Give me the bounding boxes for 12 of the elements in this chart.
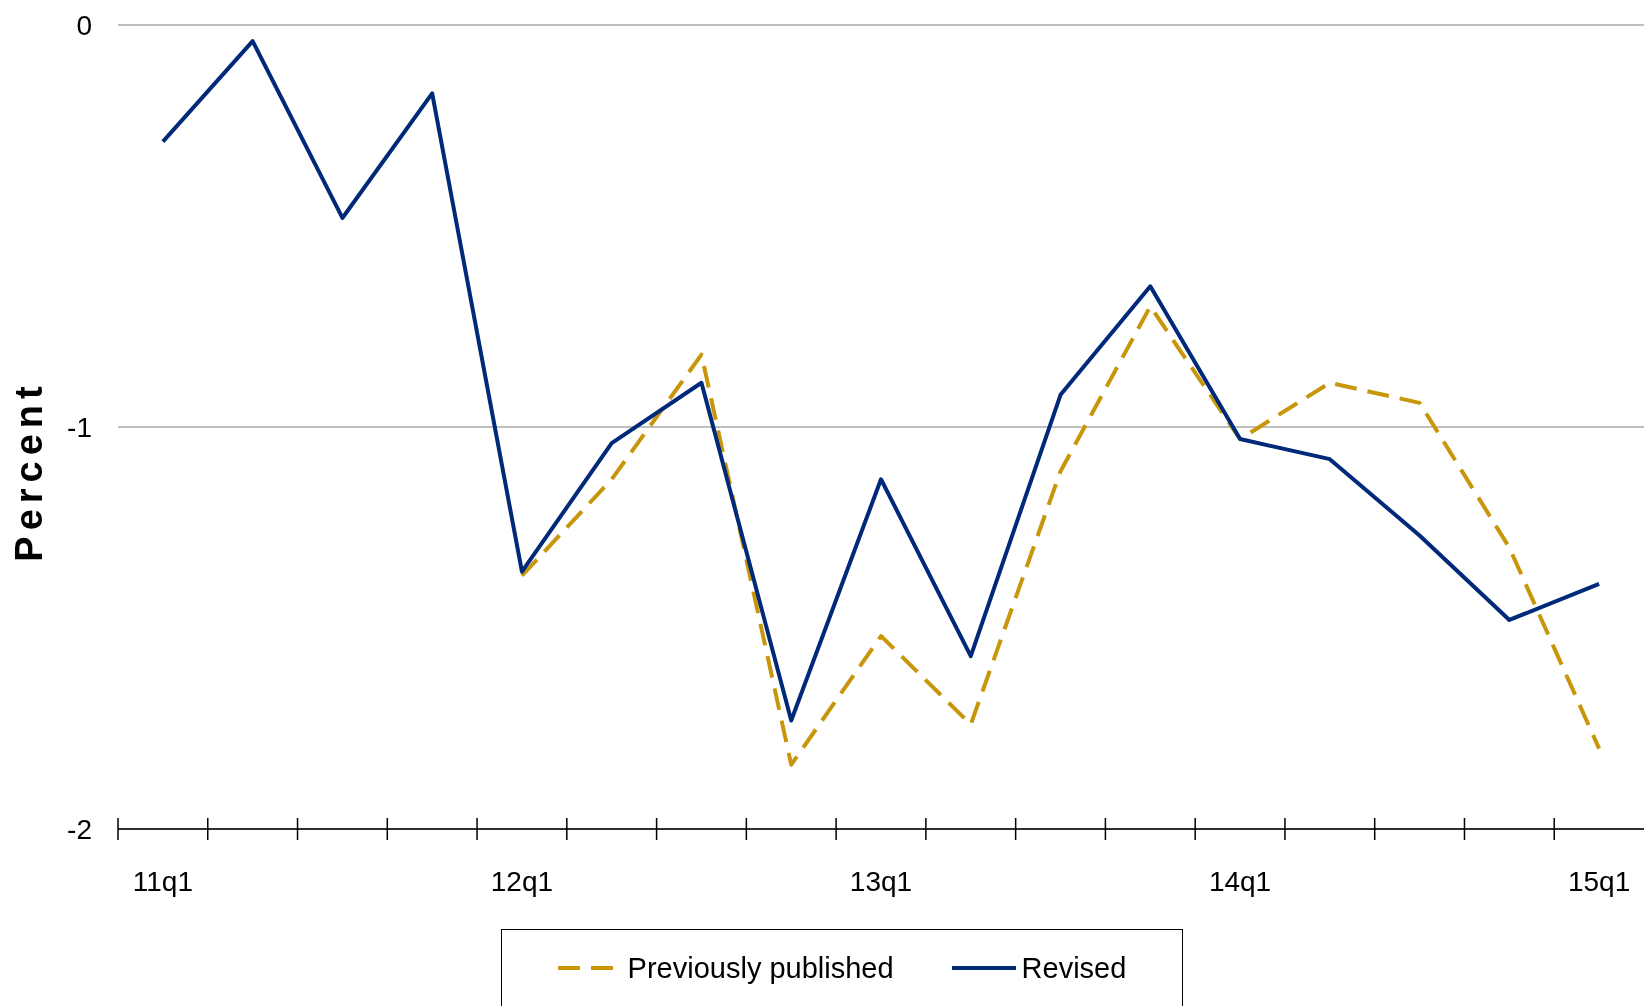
x-tick-label: 12q1 (490, 865, 554, 897)
x-tick-label: 15q1 (1567, 865, 1631, 897)
x-tick-label: 13q1 (849, 865, 913, 897)
y-tick-label: -2 (67, 813, 92, 845)
y-axis-title: Percent (8, 380, 50, 562)
line-series (160, 39, 1602, 723)
y-tick-label: 0 (76, 9, 92, 41)
x-tick-label: 14q1 (1208, 865, 1272, 897)
legend-label: Previously published (627, 951, 894, 985)
y-tick-label: -1 (67, 411, 92, 443)
legend-label: Revised (1021, 951, 1127, 985)
x-tick-label: 11q1 (132, 865, 193, 897)
